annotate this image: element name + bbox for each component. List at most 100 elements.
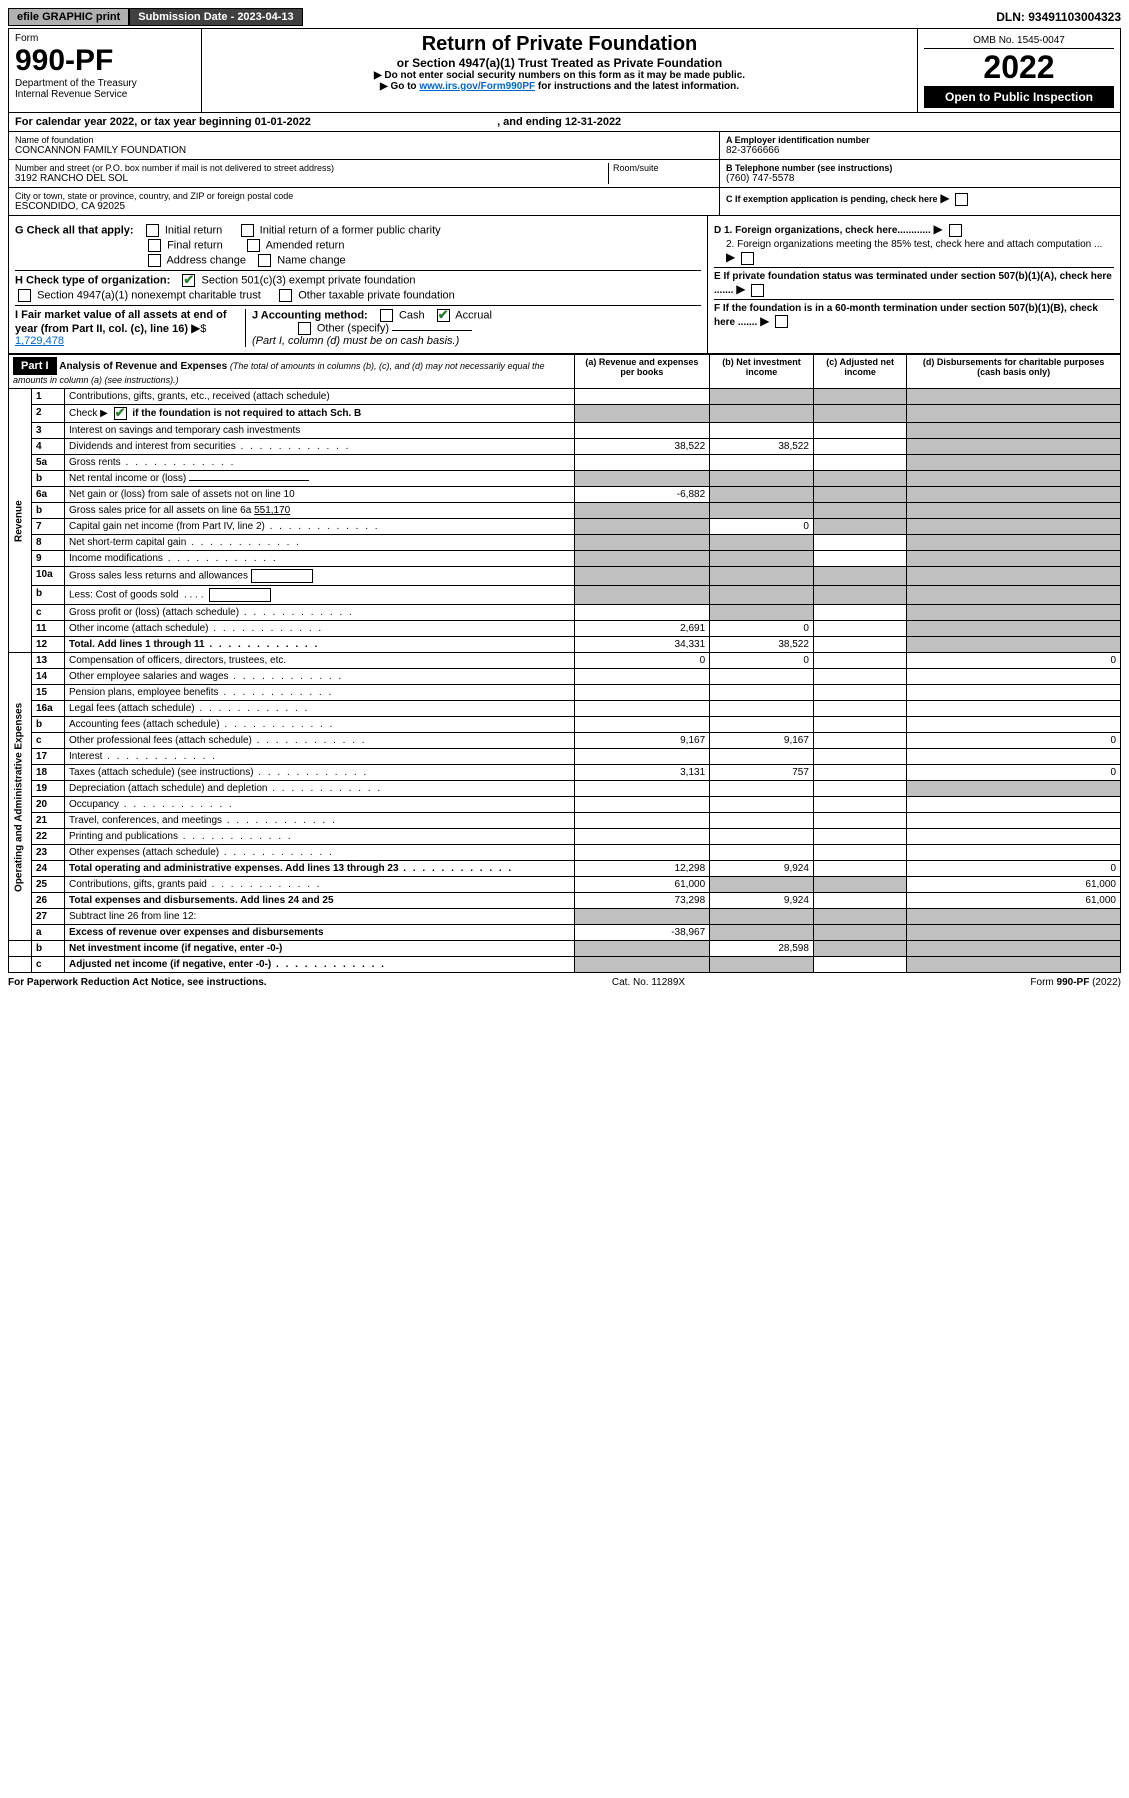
table-row: 20Occupancy xyxy=(9,797,1121,813)
table-row: 12Total. Add lines 1 through 1134,33138,… xyxy=(9,637,1121,653)
final-return-checkbox[interactable] xyxy=(148,239,161,252)
foundation-name: CONCANNON FAMILY FOUNDATION xyxy=(15,145,713,156)
schb-checkbox[interactable] xyxy=(114,407,127,420)
table-row: 27Subtract line 26 from line 12: xyxy=(9,909,1121,925)
table-row: 10aGross sales less returns and allowanc… xyxy=(9,567,1121,586)
table-row: 23Other expenses (attach schedule) xyxy=(9,845,1121,861)
j-label: J Accounting method: xyxy=(252,309,368,321)
table-row: 25Contributions, gifts, grants paid61,00… xyxy=(9,877,1121,893)
table-row: 4Dividends and interest from securities3… xyxy=(9,439,1121,455)
foreign-org-checkbox[interactable] xyxy=(949,224,962,237)
table-row: 17Interest xyxy=(9,749,1121,765)
form-header: Form 990-PF Department of the Treasury I… xyxy=(8,28,1121,113)
col-b-header: (b) Net investment income xyxy=(710,355,814,389)
table-row: cAdjusted net income (if negative, enter… xyxy=(9,957,1121,973)
table-row: 2Check ▶ if the foundation is not requir… xyxy=(9,405,1121,423)
inspection-badge: Open to Public Inspection xyxy=(924,86,1114,108)
calendar-year-row: For calendar year 2022, or tax year begi… xyxy=(8,113,1121,132)
instructions-link[interactable]: www.irs.gov/Form990PF xyxy=(419,81,535,92)
form-subtitle: or Section 4947(a)(1) Trust Treated as P… xyxy=(208,56,911,70)
amended-return-checkbox[interactable] xyxy=(247,239,260,252)
foreign-85-checkbox[interactable] xyxy=(741,252,754,265)
fmv-link[interactable]: 1,729,478 xyxy=(15,335,64,347)
status-terminated-checkbox[interactable] xyxy=(751,284,764,297)
col-d-header: (d) Disbursements for charitable purpose… xyxy=(907,355,1121,389)
form-number: 990-PF xyxy=(15,44,195,78)
g-label: G Check all that apply: xyxy=(15,224,134,236)
city-label: City or town, state or province, country… xyxy=(15,191,713,201)
table-row: 8Net short-term capital gain xyxy=(9,535,1121,551)
4947-checkbox[interactable] xyxy=(18,289,31,302)
table-row: 26Total expenses and disbursements. Add … xyxy=(9,893,1121,909)
other-taxable-checkbox[interactable] xyxy=(279,289,292,302)
paperwork-notice: For Paperwork Reduction Act Notice, see … xyxy=(8,977,267,988)
table-row: 6aNet gain or (loss) from sale of assets… xyxy=(9,487,1121,503)
phone-value: (760) 747-5578 xyxy=(726,173,1114,184)
street-address: 3192 RANCHO DEL SOL xyxy=(15,173,608,184)
table-row: bLess: Cost of goods sold . . . . xyxy=(9,586,1121,605)
d1-label: D 1. Foreign organizations, check here..… xyxy=(714,225,931,236)
name-change-checkbox[interactable] xyxy=(258,254,271,267)
60month-checkbox[interactable] xyxy=(775,315,788,328)
col-a-header: (a) Revenue and expenses per books xyxy=(574,355,709,389)
part1-table: Part I Analysis of Revenue and Expenses … xyxy=(8,354,1121,973)
table-row: bGross sales price for all assets on lin… xyxy=(9,503,1121,519)
table-row: cGross profit or (loss) (attach schedule… xyxy=(9,605,1121,621)
addr-label: Number and street (or P.O. box number if… xyxy=(15,163,608,173)
ein-value: 82-3766666 xyxy=(726,145,1114,156)
part1-label: Part I xyxy=(13,357,57,375)
other-method-checkbox[interactable] xyxy=(298,322,311,335)
table-row: aExcess of revenue over expenses and dis… xyxy=(9,925,1121,941)
efile-button[interactable]: efile GRAPHIC print xyxy=(8,8,129,26)
room-label: Room/suite xyxy=(613,163,713,173)
goto-note: ▶ Go to www.irs.gov/Form990PF for instru… xyxy=(208,81,911,92)
exemption-checkbox[interactable] xyxy=(955,193,968,206)
omb-number: OMB No. 1545-0047 xyxy=(924,33,1114,49)
cash-checkbox[interactable] xyxy=(380,309,393,322)
f-label: F If the foundation is in a 60-month ter… xyxy=(714,303,1098,328)
table-row: 15Pension plans, employee benefits xyxy=(9,685,1121,701)
exemption-pending-label: C If exemption application is pending, c… xyxy=(726,194,938,204)
table-row: 5aGross rents xyxy=(9,455,1121,471)
initial-return-checkbox[interactable] xyxy=(146,224,159,237)
form-footer-label: Form 990-PF (2022) xyxy=(1030,977,1121,988)
table-row: bNet rental income or (loss) xyxy=(9,471,1121,487)
top-bar: efile GRAPHIC print Submission Date - 20… xyxy=(8,8,1121,26)
table-row: 9Income modifications xyxy=(9,551,1121,567)
initial-public-checkbox[interactable] xyxy=(241,224,254,237)
dept-label: Department of the Treasury xyxy=(15,78,195,89)
checkbox-section: G Check all that apply: Initial return I… xyxy=(8,216,1121,354)
expenses-section-label: Operating and Administrative Expenses xyxy=(9,653,32,941)
form-label: Form xyxy=(15,33,195,44)
phone-label: B Telephone number (see instructions) xyxy=(726,163,1114,173)
table-row: bNet investment income (if negative, ent… xyxy=(9,941,1121,957)
tax-year: 2022 xyxy=(924,49,1114,86)
e-label: E If private foundation status was termi… xyxy=(714,271,1112,296)
table-row: 11Other income (attach schedule)2,6910 xyxy=(9,621,1121,637)
table-row: 3Interest on savings and temporary cash … xyxy=(9,423,1121,439)
revenue-section-label: Revenue xyxy=(9,389,32,653)
table-row: Revenue 1Contributions, gifts, grants, e… xyxy=(9,389,1121,405)
table-row: 19Depreciation (attach schedule) and dep… xyxy=(9,781,1121,797)
ein-label: A Employer identification number xyxy=(726,135,1114,145)
ssn-note: ▶ Do not enter social security numbers o… xyxy=(208,70,911,81)
irs-label: Internal Revenue Service xyxy=(15,89,195,100)
accrual-checkbox[interactable] xyxy=(437,309,450,322)
catalog-number: Cat. No. 11289X xyxy=(612,977,685,988)
dln-text: DLN: 93491103004323 xyxy=(996,10,1121,24)
table-row: 18Taxes (attach schedule) (see instructi… xyxy=(9,765,1121,781)
form-title: Return of Private Foundation xyxy=(208,33,911,56)
table-row: 7Capital gain net income (from Part IV, … xyxy=(9,519,1121,535)
part1-title: Analysis of Revenue and Expenses xyxy=(59,361,227,372)
submission-date-button[interactable]: Submission Date - 2023-04-13 xyxy=(129,8,302,26)
table-row: 24Total operating and administrative exp… xyxy=(9,861,1121,877)
page-footer: For Paperwork Reduction Act Notice, see … xyxy=(8,977,1121,988)
table-row: 16aLegal fees (attach schedule) xyxy=(9,701,1121,717)
entity-info: Name of foundation CONCANNON FAMILY FOUN… xyxy=(8,132,1121,216)
table-row: 22Printing and publications xyxy=(9,829,1121,845)
501c3-checkbox[interactable] xyxy=(182,274,195,287)
col-c-header: (c) Adjusted net income xyxy=(813,355,906,389)
address-change-checkbox[interactable] xyxy=(148,254,161,267)
d2-label: 2. Foreign organizations meeting the 85%… xyxy=(726,239,1102,250)
table-row: 21Travel, conferences, and meetings xyxy=(9,813,1121,829)
